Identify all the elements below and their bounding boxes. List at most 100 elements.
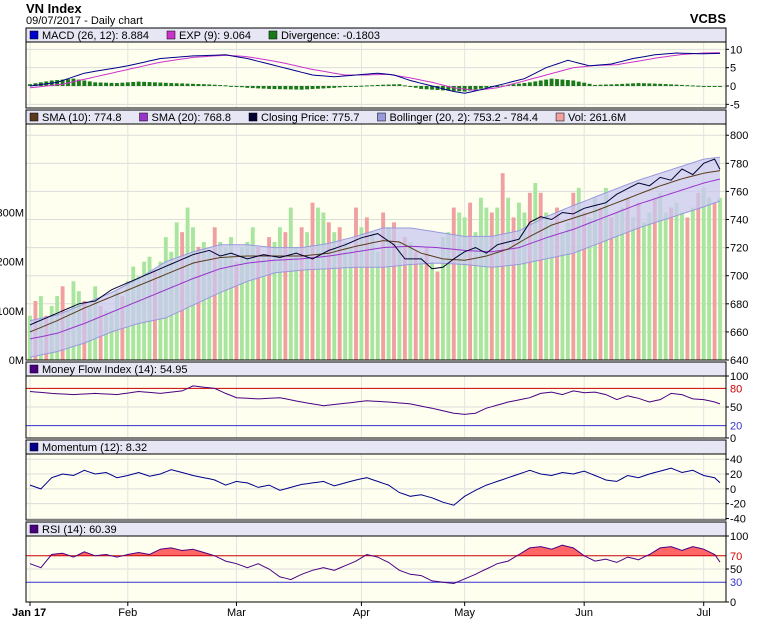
momentum-panel: 40 20 0 -20 -40 Momentum (12): 8.32 (25, 439, 746, 526)
divergence-bar (87, 81, 92, 86)
volume-bar (462, 217, 467, 360)
divergence-bar (641, 83, 646, 86)
divergence-bar (402, 85, 407, 87)
mfi-frame (25, 361, 727, 439)
macd-legend-swatch (268, 30, 278, 40)
divergence-bar (55, 80, 60, 86)
volume-bar (267, 237, 271, 360)
divergence-bar (430, 86, 434, 90)
price-legend-label: Vol: 261.6M (568, 112, 626, 124)
rsi-line (29, 544, 721, 585)
momentum-ytick-label: -40 (730, 514, 746, 526)
divergence-bar (440, 86, 445, 91)
x-tick-label: May (454, 607, 475, 619)
volume-bar (555, 207, 559, 360)
volume-bar (593, 197, 597, 360)
rsi-overbought-fill (30, 545, 720, 556)
divergence-bar (310, 86, 315, 90)
volume-bar (571, 192, 576, 360)
divergence-bar (527, 82, 532, 86)
divergence-bar (98, 82, 103, 86)
volume-bar (218, 242, 223, 360)
volume-bar (402, 237, 407, 360)
divergence-bar (674, 84, 679, 86)
volume-bar (261, 256, 266, 360)
volume-bar (370, 232, 375, 360)
divergence-bar (256, 86, 261, 89)
volume-bar (582, 212, 587, 360)
momentum-ytick-label: 20 (730, 469, 742, 481)
volume-bar (354, 207, 358, 360)
divergence-bar (234, 86, 239, 87)
volume-bar (104, 310, 109, 360)
divergence-bar (223, 85, 228, 87)
divergence-bar (397, 84, 402, 86)
volume-bar (598, 207, 603, 360)
divergence-bar (305, 86, 310, 90)
volume-bar (413, 251, 418, 360)
volume-bar (419, 256, 424, 360)
divergence-bar (419, 86, 424, 89)
price-legend-label: SMA (20): 768.8 (152, 112, 232, 124)
mfi-ytick-label: 100 (730, 371, 748, 383)
volume-bar (517, 202, 521, 360)
source-label: VCBS (690, 11, 726, 26)
volume-bar (658, 192, 663, 360)
divergence-bar (680, 84, 684, 86)
volume-bar (381, 212, 386, 360)
volume-bar (343, 242, 348, 360)
rsi-panel: 100 50 0 RSI (14): 60.39 70 30 (25, 521, 748, 609)
volume-bar (109, 310, 114, 360)
volume-bar (549, 222, 554, 360)
sma20-line (29, 178, 721, 340)
volume-bar (620, 207, 625, 360)
volume-bar (631, 217, 636, 360)
volume-bar (495, 207, 500, 360)
volume-bar (674, 202, 679, 360)
divergence-bar (114, 83, 119, 86)
divergence-bar (598, 84, 603, 86)
macd-panel: 10 5 0 -5 MACD (26, 12): 8.884 EXP (9): 9.064… (25, 27, 742, 111)
volume-bar (207, 251, 212, 360)
divergence-bar (28, 84, 32, 86)
mfi-ref-label: 80 (730, 383, 742, 395)
rsi-legend-bar (26, 522, 726, 536)
divergence-bar (218, 84, 223, 86)
divergence-bar (473, 86, 478, 90)
divergence-bar (343, 86, 348, 87)
divergence-bar (495, 86, 500, 87)
divergence-bar (201, 84, 206, 86)
bollinger-band (30, 157, 720, 358)
volume-bar (718, 197, 722, 360)
divergence-bar (479, 86, 483, 89)
divergence-bar (560, 79, 565, 86)
mfi-panel: 100 50 0 Money Flow Index (14): 54.95 80 20 (25, 361, 748, 445)
macd-ytick-label: 5 (730, 63, 736, 75)
divergence-bar (76, 79, 81, 86)
divergence-bar (517, 83, 521, 86)
price-legend-swatch (555, 112, 565, 122)
volume-bar (468, 202, 473, 360)
divergence-bar (142, 81, 147, 86)
volume-bar (332, 232, 337, 360)
divergence-bar (169, 83, 174, 86)
divergence-bar (549, 78, 554, 86)
sma10-line (29, 170, 721, 333)
divergence-bar (239, 86, 244, 88)
divergence-bar (451, 86, 456, 91)
divergence-bar (593, 84, 597, 86)
divergence-bar (603, 84, 608, 86)
macd-legend-swatch (29, 30, 39, 40)
volume-bar (408, 242, 413, 360)
volume-bar (636, 202, 641, 360)
macd-frame (25, 27, 727, 109)
volume-tick-label: 100M (0, 306, 24, 318)
volume-bar (440, 237, 445, 360)
volume-bar (310, 202, 315, 360)
rsi-frame (25, 521, 727, 603)
divergence-bar (104, 82, 109, 86)
divergence-bar (663, 84, 668, 86)
x-tick-label: Feb (118, 607, 137, 619)
divergence-bar (120, 82, 125, 86)
